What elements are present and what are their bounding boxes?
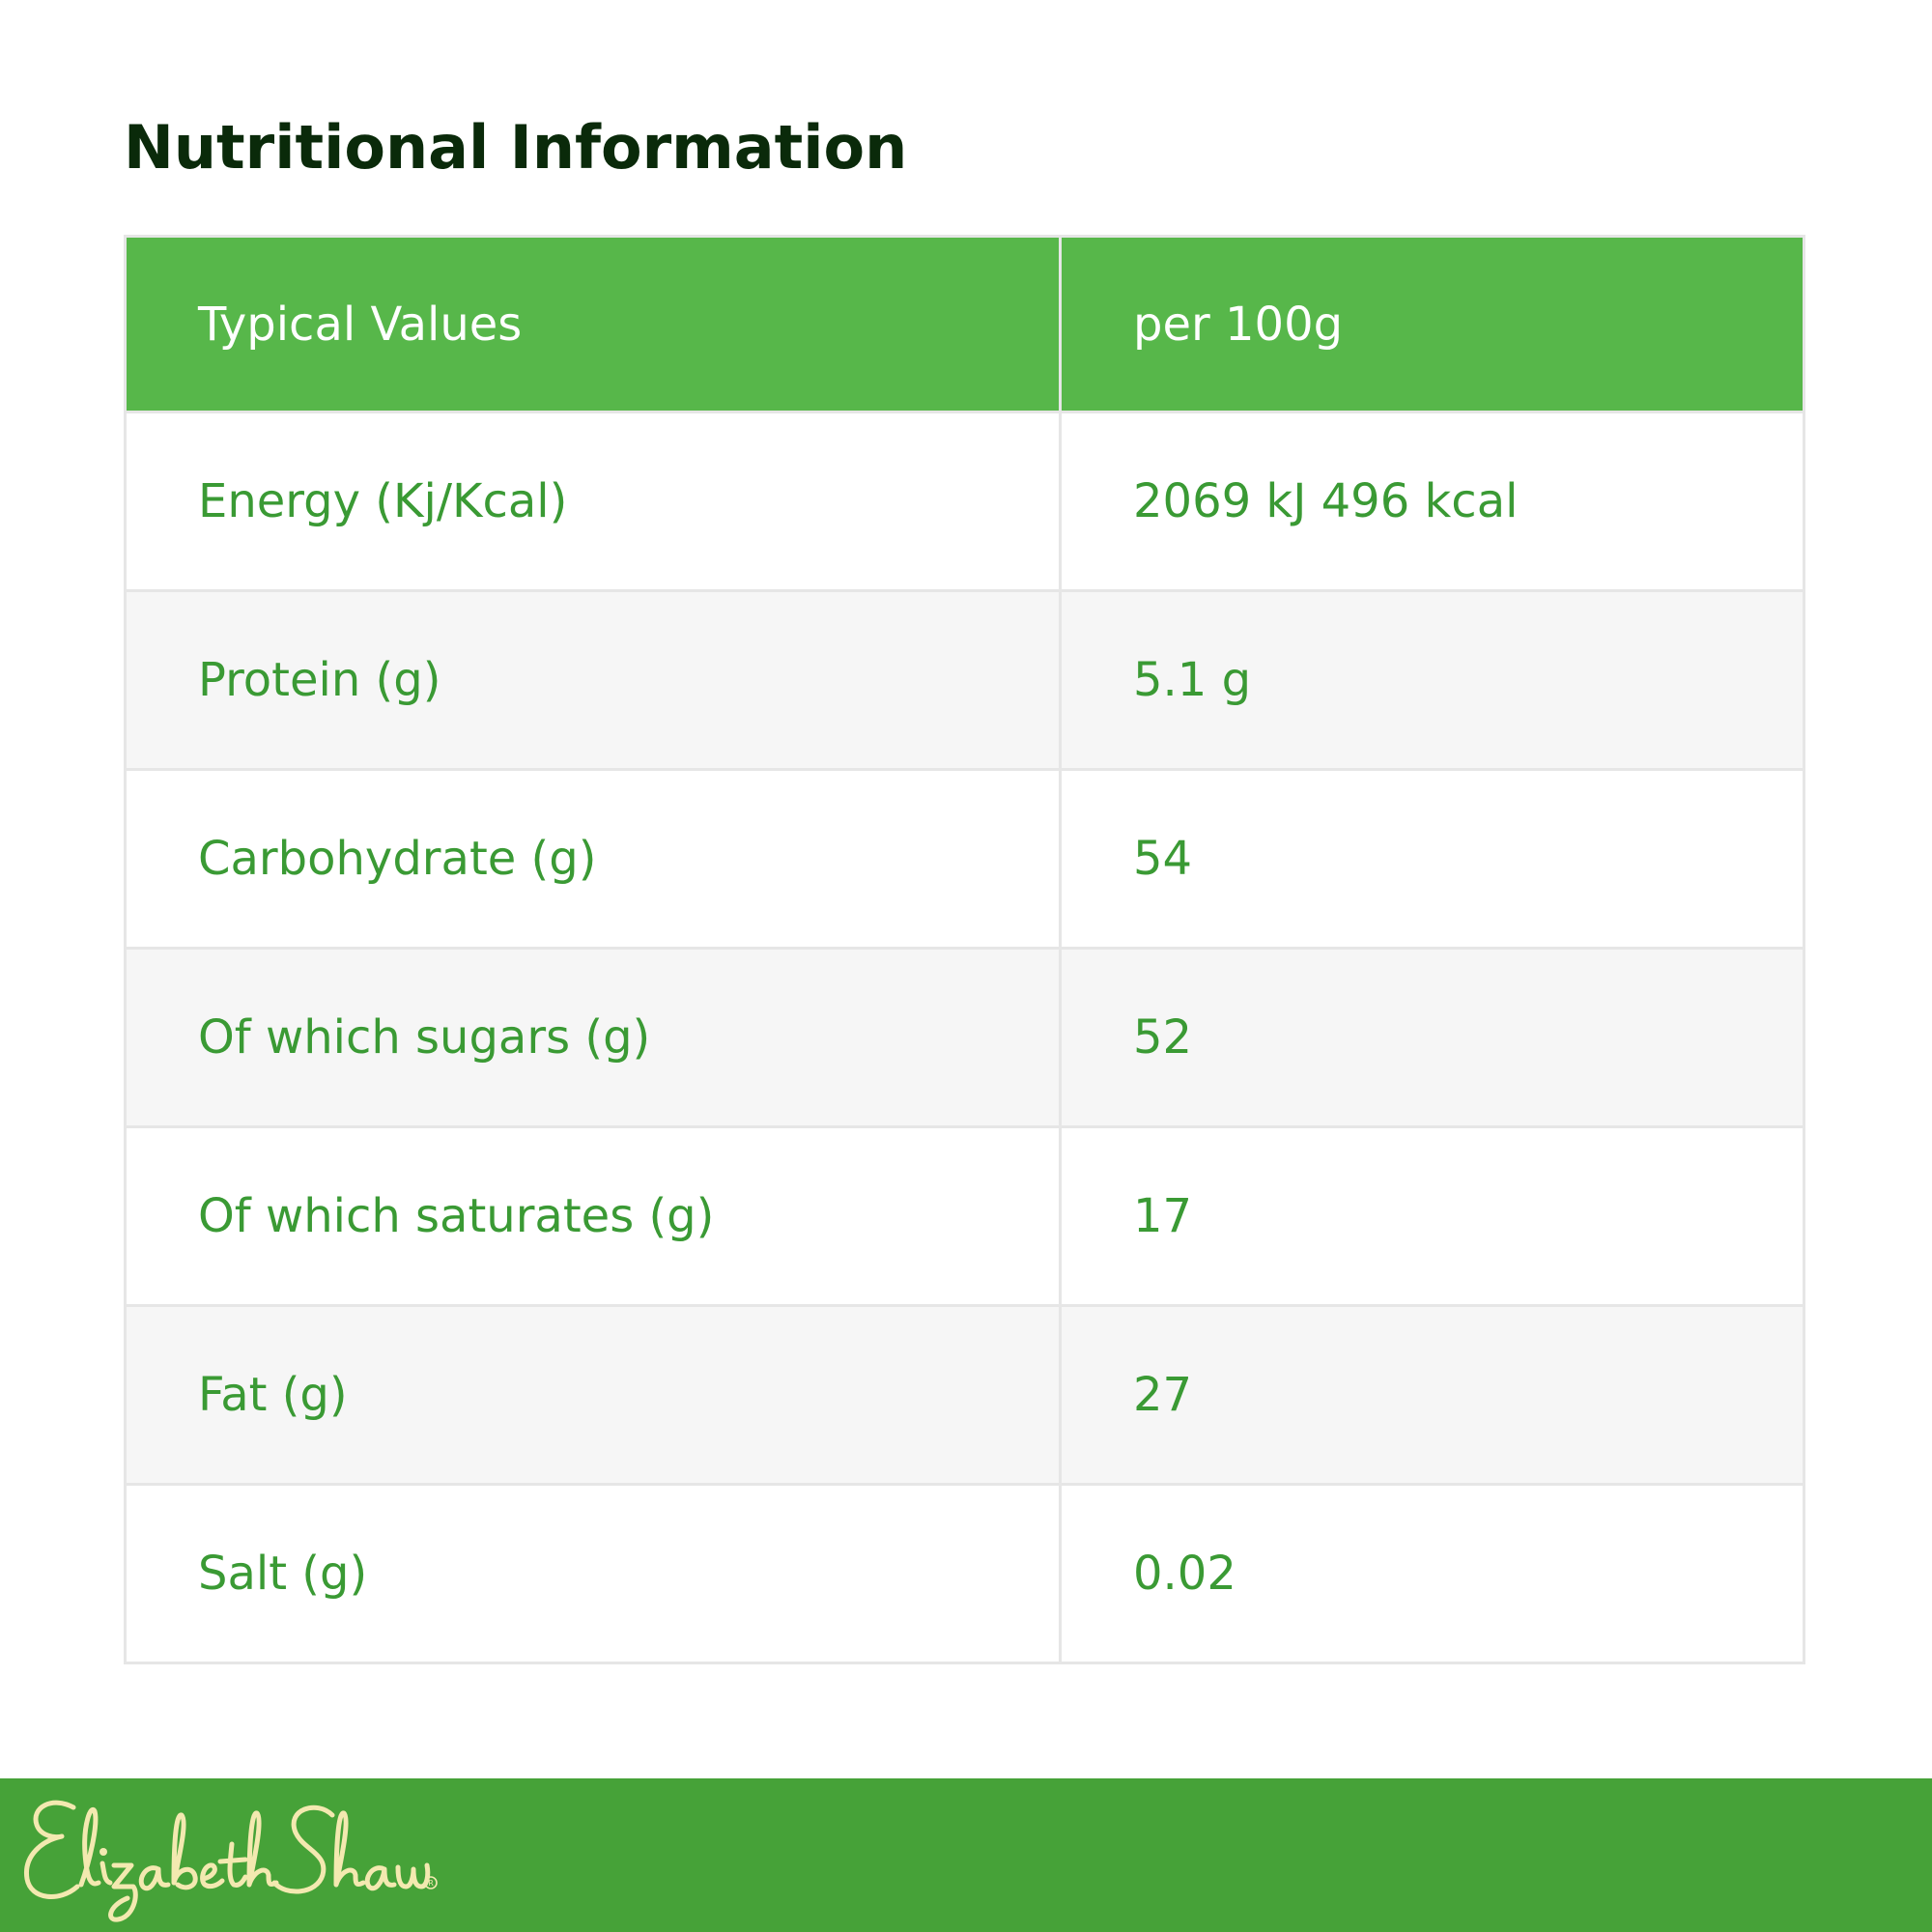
table-row: Of which sugars (g) 52 — [125, 947, 1804, 1127]
table-row: Of which saturates (g) 17 — [125, 1125, 1804, 1306]
nutrition-table: Typical Values per 100g Energy (Kj/Kcal)… — [124, 235, 1805, 1664]
nutrient-label: Protein (g) — [125, 589, 1062, 770]
nutrient-value: 0.02 — [1060, 1483, 1804, 1663]
nutrient-value: 17 — [1060, 1125, 1804, 1306]
nutrient-label: Of which saturates (g) — [125, 1125, 1062, 1306]
nutrient-label: Salt (g) — [125, 1483, 1062, 1663]
page-title: Nutritional Information — [124, 112, 908, 183]
nutrient-label: Energy (Kj/Kcal) — [125, 411, 1062, 591]
table-row: Carbohydrate (g) 54 — [125, 768, 1804, 949]
elizabeth-shaw-logo: R — [24, 1800, 438, 1922]
nutrient-value: 27 — [1060, 1304, 1804, 1485]
nutrient-value: 54 — [1060, 768, 1804, 949]
svg-text:R: R — [428, 1879, 434, 1888]
nutrient-label: Of which sugars (g) — [125, 947, 1062, 1127]
column-header-typical-values: Typical Values — [125, 236, 1062, 412]
table-row: Energy (Kj/Kcal) 2069 kJ 496 kcal — [125, 411, 1804, 591]
table-header-row: Typical Values per 100g — [125, 236, 1804, 412]
nutrient-label: Carbohydrate (g) — [125, 768, 1062, 949]
table-row: Fat (g) 27 — [125, 1304, 1804, 1485]
nutrient-label: Fat (g) — [125, 1304, 1062, 1485]
nutrient-value: 5.1 g — [1060, 589, 1804, 770]
nutrient-value: 52 — [1060, 947, 1804, 1127]
footer-bar: R — [0, 1778, 1932, 1932]
table-row: Salt (g) 0.02 — [125, 1483, 1804, 1663]
column-header-per-100g: per 100g — [1060, 236, 1804, 412]
table-row: Protein (g) 5.1 g — [125, 589, 1804, 770]
nutrient-value: 2069 kJ 496 kcal — [1060, 411, 1804, 591]
